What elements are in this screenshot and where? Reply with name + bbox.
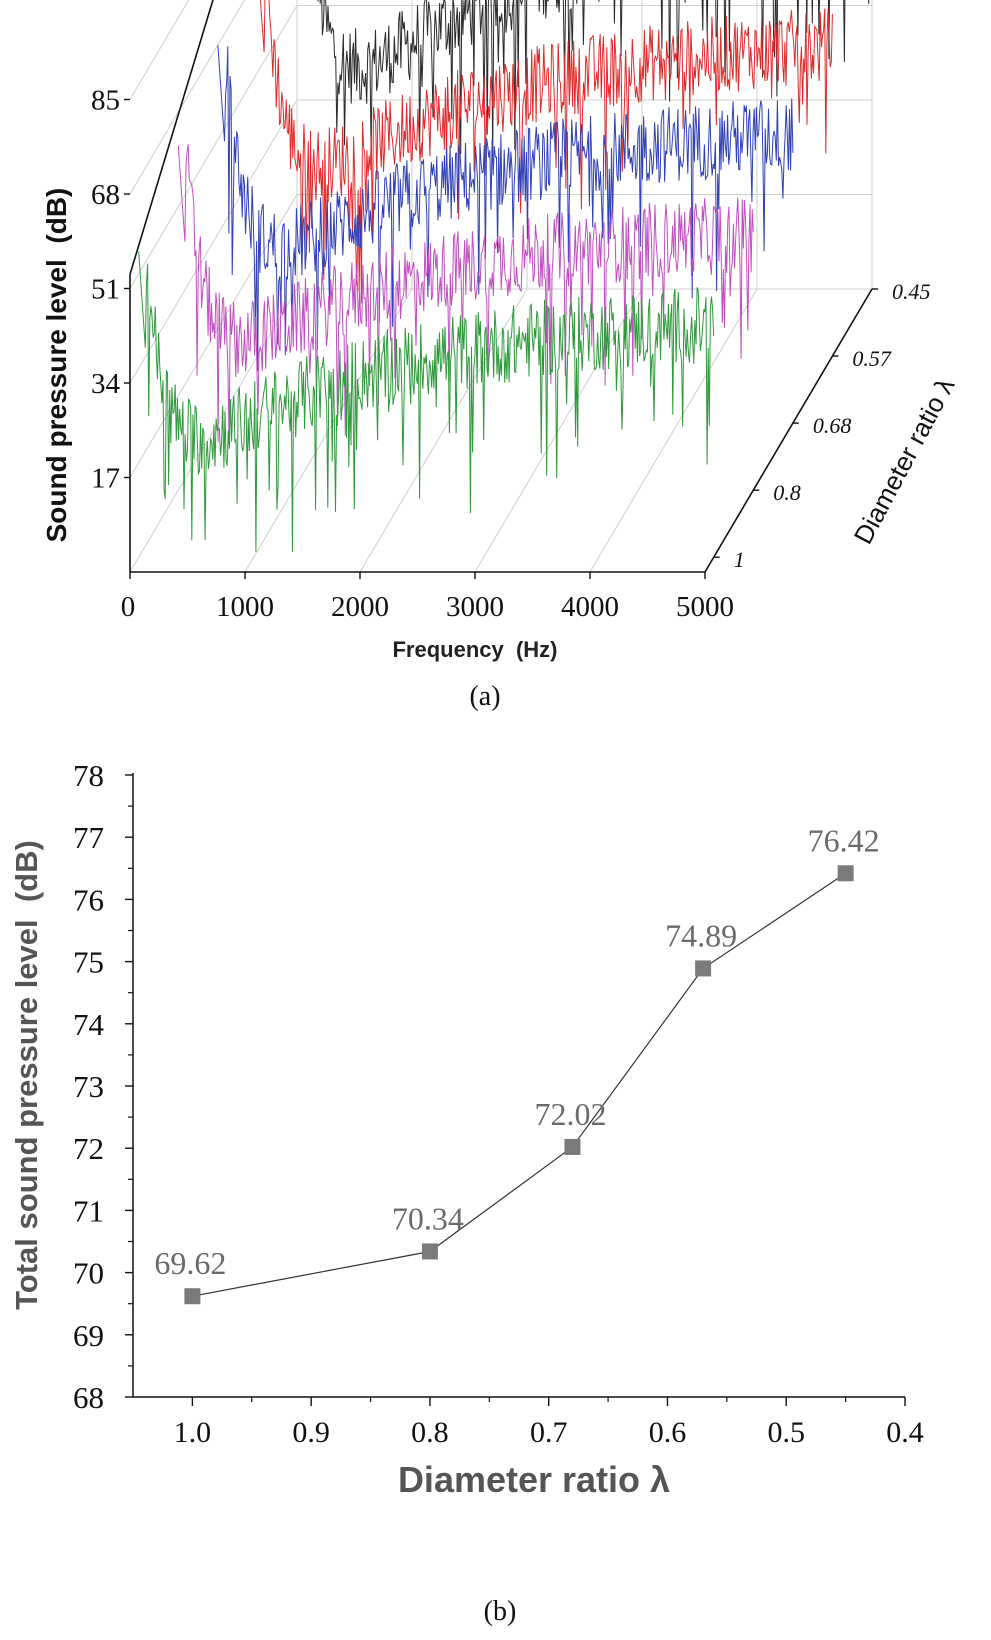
y-tick-label: 68	[91, 179, 120, 211]
y-tick-label: 72	[73, 1131, 104, 1166]
z-tick-label: 0.8	[773, 480, 801, 505]
y-tick-label: 78	[73, 758, 104, 793]
data-label: 74.89	[665, 917, 737, 953]
z-tick-label: 0.45	[892, 279, 931, 304]
y-tick-label: 73	[73, 1069, 104, 1104]
floor-gridline	[474, 288, 643, 573]
series-line	[177, 144, 754, 445]
x-tick-label: 5000	[676, 591, 734, 623]
y-tick-label: 70	[73, 1256, 104, 1291]
side-wall-gridline	[129, 0, 246, 195]
x-tick-label: 0.7	[530, 1416, 568, 1449]
x-tick-label: 0	[121, 591, 136, 623]
x-tick-label: 0.5	[767, 1416, 805, 1449]
series-line	[317, 0, 870, 157]
data-point	[564, 1138, 581, 1155]
back-wall	[296, 0, 873, 290]
x-tick-label: 0.8	[411, 1416, 449, 1449]
x-tick-label: 4000	[561, 591, 619, 623]
x-tick-label: 0.6	[649, 1416, 687, 1449]
y-tick-label: 17	[91, 463, 120, 495]
series-line	[138, 251, 715, 552]
x-axis-title: Frequency (Hz)	[392, 637, 557, 662]
x-tick-label: 0.4	[886, 1416, 924, 1449]
x-tick-label: 1.0	[174, 1416, 212, 1449]
side-wall-gridline	[129, 5, 298, 289]
data-label: 69.62	[154, 1245, 226, 1281]
y-tick-label: 71	[73, 1193, 104, 1228]
data-point	[695, 960, 712, 977]
data-point	[421, 1243, 438, 1260]
z-tick-label: 1	[734, 547, 745, 572]
series-line	[192, 872, 846, 1297]
z-axis	[704, 288, 873, 573]
data-label: 72.02	[534, 1096, 606, 1132]
z-tick-label: 0.57	[852, 346, 892, 371]
y-tick-label: 75	[73, 945, 104, 980]
total-spl-chart: 68 69 70 71 72 73 74 75 76 77 78 1.0 0.9 0.8 0.7 0.6 0.5…	[9, 758, 924, 1627]
data-point	[184, 1288, 201, 1305]
floor-gridline	[589, 288, 758, 573]
y-tick-label: 77	[73, 820, 104, 855]
y-tick-label: 69	[73, 1318, 104, 1353]
side-wall-gridline	[129, 0, 190, 100]
x-tick-label: 0.9	[292, 1416, 330, 1449]
spectrum-waterfall-chart: 0 1000 2000 3000 4000 5000 17 34 51 68 85 1 0.8 0.68 0…	[41, 0, 961, 712]
box-edge	[129, 0, 214, 275]
x-tick-label: 3000	[446, 591, 504, 623]
side-wall-gridline	[129, 99, 298, 384]
z-tick-label: 0.68	[813, 413, 852, 438]
y-tick-label: 51	[91, 274, 120, 306]
data-point	[837, 865, 854, 882]
y-tick-label: 68	[73, 1380, 104, 1415]
z-axis-title: Diameter ratio λ	[848, 373, 961, 549]
data-label: 70.34	[392, 1200, 464, 1236]
series-line	[259, 0, 833, 304]
y-axis-title: Sound pressure level (dB)	[41, 188, 72, 543]
panel-label-b: (b)	[484, 1596, 517, 1627]
x-axis-title: Diameter ratio λ	[398, 1459, 670, 1500]
y-tick-label: 34	[91, 368, 121, 400]
series-line	[217, 45, 794, 372]
x-tick-label: 2000	[331, 591, 389, 623]
x-tick-label: 1000	[216, 591, 274, 623]
y-tick-label: 85	[91, 85, 120, 117]
floor-gridline	[359, 288, 528, 573]
panel-label-a: (a)	[469, 681, 500, 712]
data-label: 76.42	[808, 822, 880, 858]
y-tick-label: 74	[73, 1007, 105, 1042]
y-tick-label: 76	[73, 882, 104, 917]
y-axis-title: Total sound pressure level (dB)	[9, 840, 44, 1310]
